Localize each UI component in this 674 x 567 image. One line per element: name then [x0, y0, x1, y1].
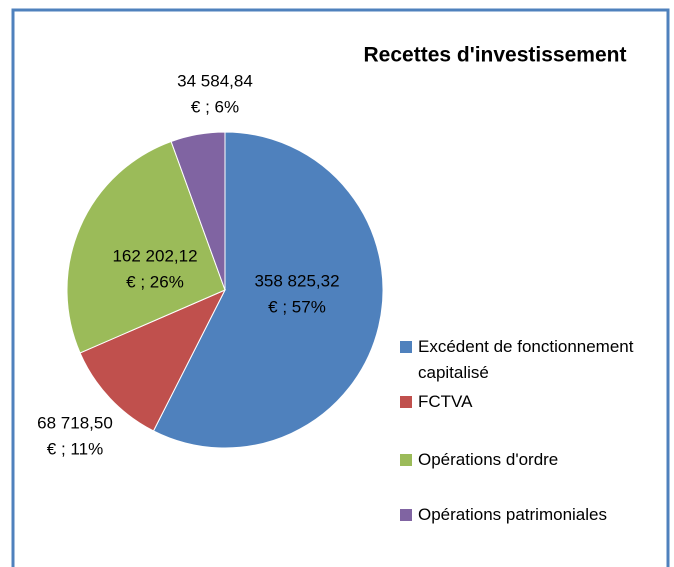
legend-label: FCTVA — [418, 392, 473, 411]
pie-slice — [66, 140, 226, 354]
pie-slice — [79, 288, 227, 432]
legend-swatch — [400, 396, 412, 408]
legend-swatch — [400, 341, 412, 353]
pie-slice — [170, 131, 226, 291]
legend-swatch — [400, 509, 412, 521]
data-label: € ; 26% — [126, 272, 184, 291]
pie-slice — [152, 131, 384, 449]
legend-entry: Opérations d'ordre — [400, 447, 670, 473]
data-label: 358 825,32 — [254, 271, 339, 290]
data-label: 162 202,12 — [112, 246, 197, 265]
chart-title: Recettes d'investissement — [364, 44, 627, 67]
data-label: € ; 6% — [191, 97, 239, 116]
legend-entry: Excédent de fonctionnement capitalisé — [400, 334, 670, 386]
chart-border — [11, 8, 670, 567]
legend-swatch — [400, 454, 412, 466]
legend-label: Opérations patrimoniales — [418, 505, 607, 524]
legend-label: Excédent de fonctionnement capitalisé — [418, 337, 634, 382]
data-label: 34 584,84 — [177, 71, 253, 90]
legend-entry: Opérations patrimoniales — [400, 502, 670, 528]
data-label: 68 718,50 — [37, 413, 113, 432]
legend-label: Opérations d'ordre — [418, 450, 559, 469]
data-label: € ; 11% — [47, 439, 103, 458]
legend-entry: FCTVA — [400, 389, 670, 415]
data-label: € ; 57% — [268, 297, 326, 316]
